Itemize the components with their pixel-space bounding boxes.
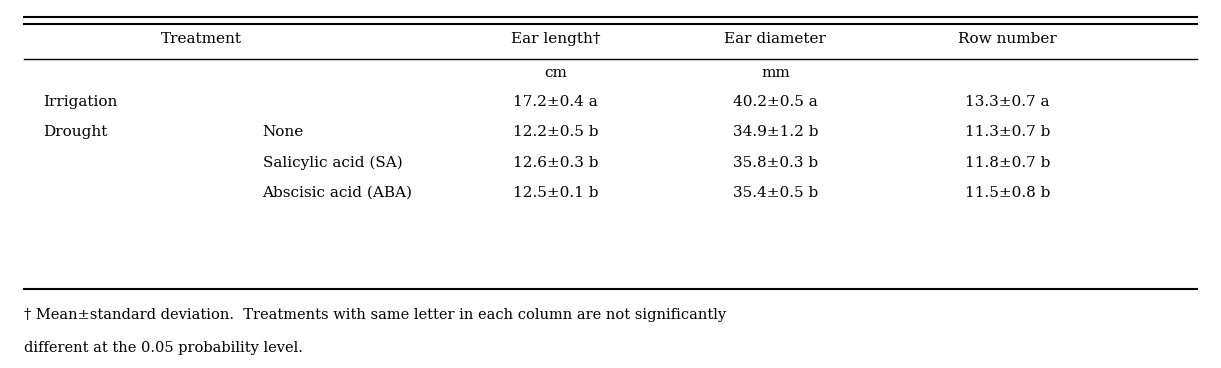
Text: None: None [263,125,304,139]
Text: Drought: Drought [43,125,107,139]
Text: Salicylic acid (SA): Salicylic acid (SA) [263,155,402,170]
Text: Abscisic acid (ABA): Abscisic acid (ABA) [263,186,413,200]
Text: cm: cm [545,66,567,80]
Text: different at the 0.05 probability level.: different at the 0.05 probability level. [24,341,303,355]
Text: Irrigation: Irrigation [43,95,117,109]
Text: 13.3±0.7 a: 13.3±0.7 a [965,95,1050,109]
Text: Row number: Row number [958,32,1056,46]
Text: 35.4±0.5 b: 35.4±0.5 b [733,186,818,200]
Text: mm: mm [761,66,790,80]
Text: † Mean±standard deviation.  Treatments with same letter in each column are not s: † Mean±standard deviation. Treatments wi… [24,308,726,322]
Text: 35.8±0.3 b: 35.8±0.3 b [733,156,818,170]
Text: 17.2±0.4 a: 17.2±0.4 a [513,95,598,109]
Text: 11.3±0.7 b: 11.3±0.7 b [965,125,1050,139]
Text: Treatment: Treatment [161,32,242,46]
Text: 11.5±0.8 b: 11.5±0.8 b [965,186,1050,200]
Text: 11.8±0.7 b: 11.8±0.7 b [965,156,1050,170]
Text: 12.5±0.1 b: 12.5±0.1 b [513,186,598,200]
Text: Ear length†: Ear length† [510,32,601,46]
Text: 12.2±0.5 b: 12.2±0.5 b [513,125,598,139]
Text: 34.9±1.2 b: 34.9±1.2 b [733,125,818,139]
Text: 40.2±0.5 a: 40.2±0.5 a [733,95,818,109]
Text: Ear diameter: Ear diameter [724,32,827,46]
Text: 12.6±0.3 b: 12.6±0.3 b [513,156,598,170]
